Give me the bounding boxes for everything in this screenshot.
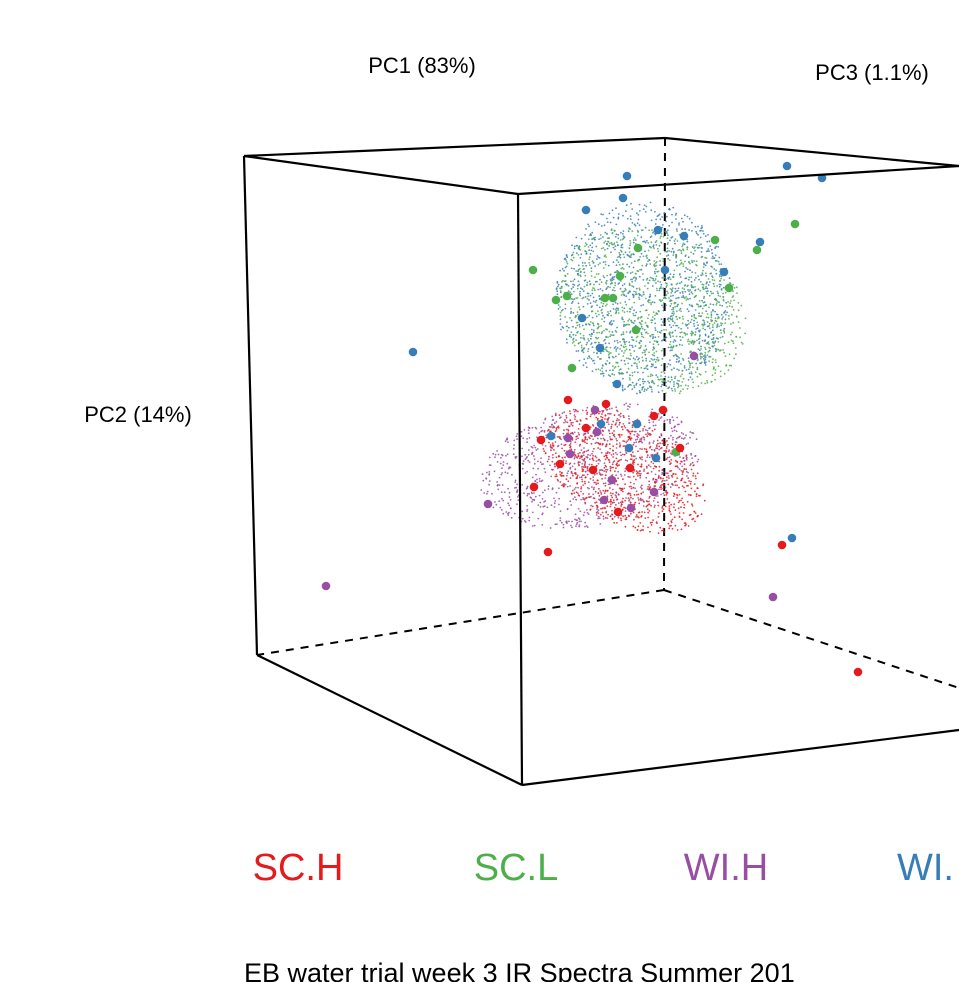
point-sc-h-9 [675,443,685,453]
legend: SC.H SC.L WI.H WI. [253,847,954,889]
point-wi-h-3 [563,433,573,443]
point-wi-h-12 [599,495,609,505]
point-sc-l-1 [790,219,800,229]
point-wi-h-4 [592,427,602,437]
cube-edge-top-left [243,154,519,196]
point-wi-l-12 [408,347,418,357]
point-wi-l-8 [755,237,765,247]
point-sc-h-13 [777,540,787,550]
point-wi-h-2 [689,351,699,361]
point-wi-l-15 [546,431,556,441]
point-wi-l-7 [679,231,689,241]
point-wi-h-10 [768,592,778,602]
cube-edge-top-back [243,136,666,158]
point-wi-h-7 [483,499,493,509]
point-wi-h-8 [649,487,659,497]
point-sc-h-2 [601,399,611,409]
cube-edge-bottom-front [521,728,959,787]
cube-edge-left-vertical [242,155,259,656]
point-sc-h-7 [588,465,598,475]
cube-edge-back-right [663,589,959,689]
point-sc-h-1 [563,395,573,405]
point-wi-l-6 [653,225,663,235]
point-sc-h-14 [853,667,863,677]
point-wi-l-11 [577,313,587,323]
point-sc-l-3 [752,245,762,255]
ellipse-clouds [480,201,747,534]
point-wi-l-9 [660,265,670,275]
point-sc-h-10 [658,405,668,415]
point-wi-h-11 [626,503,636,513]
cube-edge-top-front [517,164,959,196]
point-sc-l-6 [562,291,572,301]
point-wi-h-6 [607,475,617,485]
point-sc-l-10 [615,271,625,281]
point-sc-l-4 [633,243,643,253]
point-sc-l-2 [528,265,538,275]
point-wi-l-17 [624,443,634,453]
point-sc-l-12 [567,363,577,373]
point-wi-l-10 [719,267,729,277]
point-wi-l-5 [618,193,628,203]
point-sc-h-3 [649,411,659,421]
point-wi-l-4 [581,205,591,215]
point-wi-l-16 [596,419,606,429]
data-points [321,161,863,677]
point-wi-l-14 [632,419,642,429]
point-wi-l-18 [651,453,661,463]
x-axis-label: PC1 (83%) [368,53,476,78]
point-sc-l-11 [724,283,734,293]
cube-edge-back-left [256,589,665,656]
point-wi-l-19 [787,533,797,543]
point-sc-h-6 [555,459,565,469]
point-sc-l-5 [710,235,720,245]
legend-entry-wi-l: WI. [897,847,954,889]
point-sc-h-8 [625,463,635,473]
cube-edge-bottom-left [256,654,523,786]
ellipse-cloud-sc-h [542,407,706,534]
point-wi-h-9 [321,581,331,591]
legend-entry-sc-h: SC.H [253,847,344,889]
point-sc-l-9 [551,295,561,305]
point-wi-h-1 [590,405,600,415]
point-wi-l-2 [782,161,792,171]
legend-entry-wi-h: WI.H [684,847,768,889]
point-sc-h-11 [529,482,539,492]
ellipse-cloud-sc-l [559,227,747,395]
point-sc-h-4 [536,435,546,445]
cube-edge-top-back-right [664,136,959,168]
point-sc-l-7 [600,293,610,303]
chart-title: EB water trial week 3 IR Spectra Summer … [244,958,795,982]
point-sc-l-14 [631,325,641,335]
cube-visible-edges [242,136,959,787]
cube-edge-front-vertical [516,193,524,786]
point-sc-h-12 [543,547,553,557]
legend-entry-sc-l: SC.L [474,847,558,889]
point-wi-l-20 [595,343,605,353]
point-wi-l-1 [622,171,632,181]
point-sc-h-15 [613,507,623,517]
point-sc-h-5 [581,423,591,433]
point-wi-l-13 [612,379,622,389]
z-axis-label: PC3 (1.1%) [815,60,929,85]
point-wi-h-5 [565,449,575,459]
point-sc-l-8 [608,293,618,303]
y-axis-label: PC2 (14%) [84,402,192,427]
